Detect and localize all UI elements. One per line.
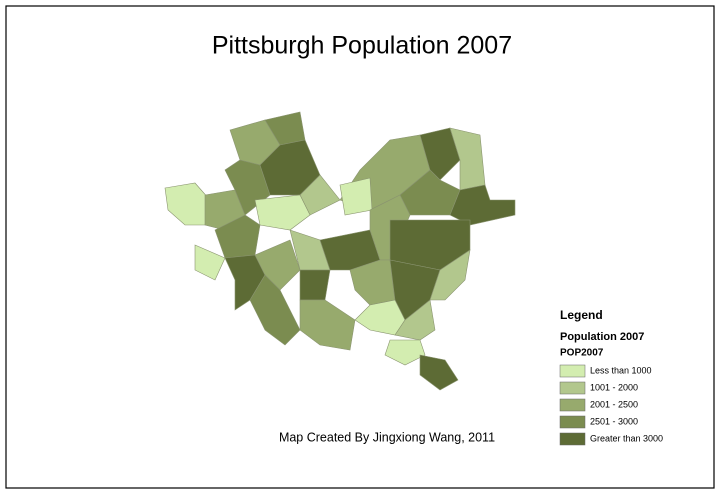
legend-swatch [559,364,586,378]
neighborhood [429,249,471,301]
map-credit: Map Created By Jingxiong Wang, 2011 [279,430,495,444]
neighborhood [254,239,301,291]
legend-swatch [559,432,586,446]
neighborhood [384,339,426,366]
neighborhood-map [164,111,516,391]
legend-field: POP2007 [560,348,604,359]
legend-swatch [559,398,586,412]
map-title: Pittsburgh Population 2007 [212,32,512,60]
neighborhood [419,354,459,391]
legend-label: Greater than 3000 [590,433,663,443]
neighborhood [449,184,516,226]
legend-layer: Population 2007 [560,331,644,343]
legend-heading: Legend [560,308,603,322]
neighborhood [214,214,261,259]
neighborhood [394,299,436,341]
legend-label: 2001 - 2500 [590,399,638,409]
legend-label: 2501 - 3000 [590,416,638,426]
neighborhood [254,194,311,231]
legend: Less than 1000 1001 - 2000 2001 - 2500 2501… [559,364,663,446]
legend-label: Less than 1000 [590,365,652,375]
legend-label: 1001 - 2000 [590,382,638,392]
neighborhood [194,244,226,281]
legend-swatch [559,415,586,429]
neighborhood [299,269,331,301]
legend-swatch [559,381,586,395]
neighborhood [419,127,461,181]
neighborhood [299,299,356,351]
